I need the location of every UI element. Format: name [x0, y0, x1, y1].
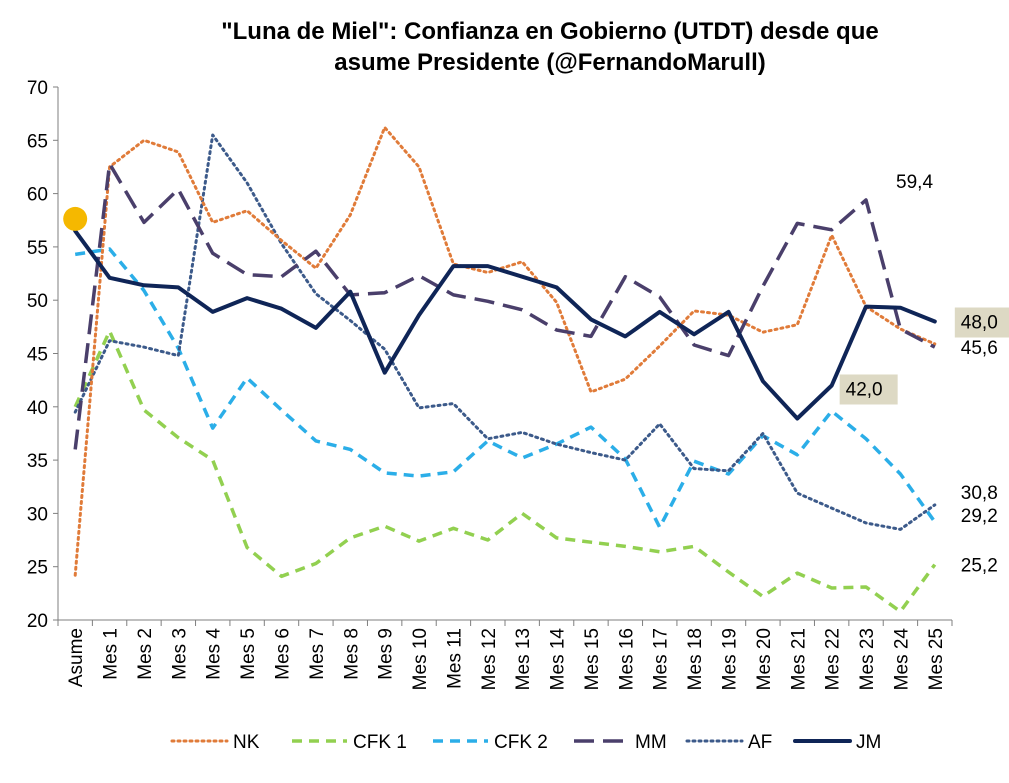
legend-label: JM: [856, 732, 881, 753]
x-tick-label: Mes 18: [685, 628, 706, 690]
x-tick-label: Mes 2: [135, 628, 156, 680]
data-label-box: [954, 307, 1009, 338]
x-tick-label: Mes 22: [823, 628, 844, 690]
data-label-box: [839, 374, 898, 405]
x-tick-label: Mes 4: [204, 628, 225, 680]
x-tick-label: Mes 14: [548, 628, 569, 691]
x-tick-label: Mes 13: [513, 628, 534, 690]
x-tick-label: Mes 5: [238, 628, 259, 680]
y-tick-label: 20: [27, 611, 48, 632]
x-tick-label: Mes 16: [616, 628, 637, 690]
x-tick-label: Mes 3: [169, 628, 190, 680]
x-tick-label: Mes 15: [582, 628, 603, 690]
data-label: 25,2: [961, 556, 998, 577]
chart-title-line-1: "Luna de Miel": Confianza en Gobierno (U…: [221, 18, 879, 45]
x-tick-label: Mes 6: [273, 628, 294, 680]
series-line-af: [73, 133, 937, 531]
x-tick-label: Mes 17: [651, 628, 672, 690]
x-tick-label: Mes 23: [857, 628, 878, 690]
legend-label: AF: [748, 732, 772, 753]
series-line-jm: [73, 228, 937, 421]
x-tick-label: Mes 7: [307, 628, 328, 680]
chart-title: "Luna de Miel": Confianza en Gobierno (U…: [120, 16, 980, 78]
x-tick-label: Asume: [66, 628, 87, 687]
x-tick-label: Mes 8: [341, 628, 362, 680]
series-line-mm: [73, 162, 936, 450]
y-tick-label: 30: [27, 504, 48, 525]
legend-label: MM: [635, 732, 667, 753]
legend-label: NK: [233, 732, 260, 753]
y-tick-label: 40: [27, 398, 48, 419]
data-label: 29,2: [961, 506, 998, 527]
legend-label: CFK 1: [353, 732, 407, 753]
data-label: 59,4: [896, 172, 933, 193]
x-tick-label: Mes 12: [479, 628, 500, 690]
start-marker: [63, 206, 88, 231]
data-label: 48,0: [961, 313, 998, 334]
y-tick-label: 70: [27, 78, 48, 99]
series-line-cfk-1: [73, 329, 937, 614]
data-label: 30,8: [961, 483, 998, 504]
x-tick-label: Mes 24: [891, 628, 912, 691]
series-line-cfk-2: [74, 247, 937, 530]
x-tick-label: Mes 20: [754, 628, 775, 690]
y-tick-label: 55: [27, 238, 48, 259]
data-label: 42,0: [846, 379, 883, 400]
y-tick-label: 45: [27, 345, 48, 366]
legend: NK CFK 1 CFK 2 MM AF JM: [170, 732, 881, 753]
x-tick-label: Mes 10: [410, 628, 431, 690]
y-tick-label: 60: [27, 185, 48, 206]
y-tick-label: 50: [27, 291, 48, 312]
legend-label: CFK 2: [494, 732, 548, 753]
y-tick-label: 35: [27, 451, 48, 472]
x-tick-label: Mes 11: [444, 628, 465, 689]
x-tick-label: Mes 25: [926, 628, 947, 690]
x-tick-label: Mes 19: [720, 628, 741, 690]
series-line-nk: [73, 126, 937, 577]
x-tick-label: Mes 1: [101, 628, 122, 680]
x-tick-label: Mes 21: [788, 628, 809, 690]
chart-title-line-2: asume Presidente (@FernandoMarull): [334, 49, 766, 76]
y-tick-label: 65: [27, 131, 48, 152]
data-label: 45,6: [961, 338, 998, 359]
x-tick-label: Mes 9: [376, 628, 397, 680]
y-tick-label: 25: [27, 558, 48, 579]
